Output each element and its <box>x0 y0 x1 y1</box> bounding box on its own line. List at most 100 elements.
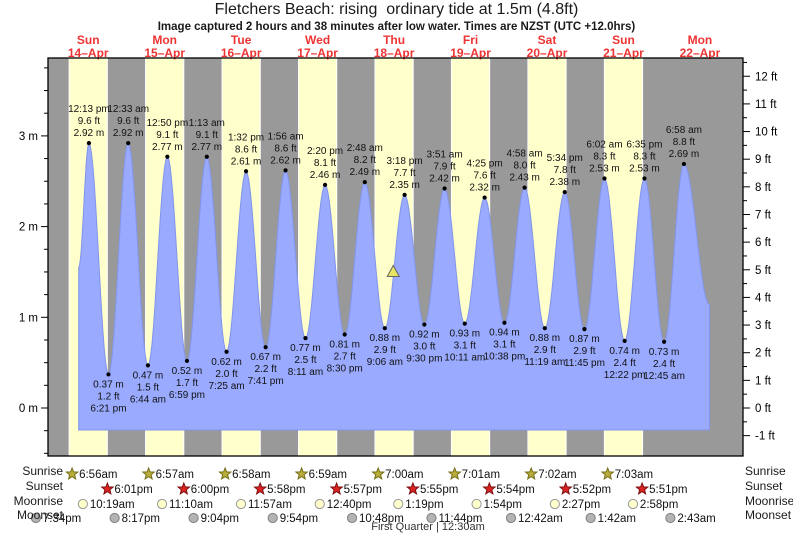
sunset-icon <box>635 481 650 496</box>
moonrise-icon <box>77 498 88 510</box>
day-label-date: 18–Apr <box>374 46 415 60</box>
y-right-label: 2 ft <box>755 348 772 360</box>
moonrise-icon <box>393 498 404 510</box>
sunset-time: 6:00pm <box>191 484 229 496</box>
moonrise-icon <box>314 498 325 510</box>
high-tide-label: 2:48 am8.2 ft2.49 m <box>347 143 383 178</box>
high-tide-label: 3:18 pm7.7 ft2.35 m <box>387 156 423 191</box>
page-title: Fletchers Beach: rising ordinary tide at… <box>214 1 579 18</box>
svg-text:0.88 m: 0.88 m <box>370 333 401 344</box>
svg-text:2.49 m: 2.49 m <box>349 167 380 178</box>
tide-point <box>126 141 131 146</box>
y-right-label: 3 ft <box>755 320 772 332</box>
svg-text:3:51 am: 3:51 am <box>427 150 463 161</box>
tide-point <box>602 176 607 181</box>
tide-point <box>422 322 427 327</box>
svg-text:4:58 am: 4:58 am <box>507 149 543 160</box>
svg-text:0.47 m: 0.47 m <box>133 370 164 381</box>
low-tide-label: 0.88 m2.9 ft9:06 am <box>367 333 403 368</box>
sunrise-time: 6:59am <box>309 469 347 481</box>
sunset-time: 5:51pm <box>649 484 687 496</box>
svg-text:1.5 ft: 1.5 ft <box>137 382 159 393</box>
sunset-time: 5:58pm <box>267 484 305 496</box>
y-right-label: 12 ft <box>755 71 778 83</box>
moonset-icon <box>505 512 517 524</box>
tide-point <box>362 180 367 185</box>
svg-text:2.4 ft: 2.4 ft <box>653 359 675 370</box>
y-right-label: 4 ft <box>755 292 772 304</box>
svg-text:0.52 m: 0.52 m <box>172 366 203 377</box>
moonset-time: 10:48pm <box>359 513 404 525</box>
tide-point <box>442 186 447 191</box>
svg-text:2.2 ft: 2.2 ft <box>255 364 277 375</box>
moonrise-icon <box>156 498 168 510</box>
low-tide-label: 0.92 m3.0 ft9:30 pm <box>406 330 442 365</box>
svg-text:2.0 ft: 2.0 ft <box>215 369 237 380</box>
tide-point <box>263 345 268 350</box>
moonrise-icon <box>627 498 639 510</box>
sunrise-icon <box>600 466 615 481</box>
sunrise-time: 7:01am <box>462 469 500 481</box>
sunset-time: 6:01pm <box>114 484 152 496</box>
svg-text:2.42 m: 2.42 m <box>429 174 460 185</box>
y-left-label: 1 m <box>19 312 38 324</box>
svg-text:2.53 m: 2.53 m <box>629 164 660 175</box>
svg-text:9.6 ft: 9.6 ft <box>78 116 100 127</box>
sunrise-icon <box>65 466 80 481</box>
moonrise-time: 12:40pm <box>327 499 372 511</box>
high-tide-label: 6:35 pm8.3 ft2.53 m <box>626 140 662 175</box>
tide-point <box>303 336 308 341</box>
moonset-icon <box>665 512 676 524</box>
sunrise-time: 6:56am <box>79 469 117 481</box>
svg-text:7.9 ft: 7.9 ft <box>433 162 455 173</box>
svg-text:9:06 am: 9:06 am <box>367 357 403 368</box>
sunset-icon <box>176 481 191 496</box>
sunset-icon <box>253 481 268 496</box>
sunrise-time: 7:03am <box>615 469 653 481</box>
svg-text:0.74 m: 0.74 m <box>609 346 640 357</box>
day-label-dow: Mon <box>688 33 713 47</box>
sunset-time: 5:57pm <box>344 484 382 496</box>
svg-text:9.1 ft: 9.1 ft <box>156 130 178 141</box>
svg-text:0.73 m: 0.73 m <box>649 347 680 358</box>
svg-text:2.92 m: 2.92 m <box>113 128 144 139</box>
svg-text:0.88 m: 0.88 m <box>530 333 561 344</box>
svg-text:2:20 pm: 2:20 pm <box>307 146 343 157</box>
tide-point <box>86 141 92 146</box>
sunrise-time: 6:58am <box>232 469 270 481</box>
svg-text:2.35 m: 2.35 m <box>389 180 420 191</box>
svg-text:6:35 pm: 6:35 pm <box>626 140 662 151</box>
tide-point <box>542 326 547 331</box>
svg-text:0.77 m: 0.77 m <box>290 343 321 354</box>
svg-text:7:41 pm: 7:41 pm <box>248 376 284 387</box>
moonrise-icon <box>549 498 560 510</box>
high-tide-label: 6:58 am8.8 ft2.69 m <box>666 125 702 160</box>
svg-text:2.9 ft: 2.9 ft <box>573 346 595 357</box>
sunrise-time: 7:02am <box>538 469 576 481</box>
svg-text:2.9 ft: 2.9 ft <box>374 345 396 356</box>
tide-point <box>204 154 209 159</box>
tide-point <box>562 190 567 195</box>
moonrise-icon <box>471 498 482 510</box>
svg-text:2.62 m: 2.62 m <box>270 155 301 166</box>
moonset-icon <box>585 512 596 524</box>
plot-border <box>47 57 744 457</box>
sunrise-icon <box>294 466 309 481</box>
svg-text:2.69 m: 2.69 m <box>669 149 700 160</box>
svg-text:8.3 ft: 8.3 ft <box>593 152 615 163</box>
day-label-dow: Fri <box>463 33 478 47</box>
moonset-icon <box>267 512 278 524</box>
current-level-marker <box>386 264 401 277</box>
day-label-dow: Thu <box>383 33 405 47</box>
day-label-date: 22–Apr <box>680 46 721 60</box>
y-right-label: 1 ft <box>755 375 772 387</box>
svg-text:12:22 pm: 12:22 pm <box>604 370 646 381</box>
day-label-date: 16–Apr <box>221 46 262 60</box>
